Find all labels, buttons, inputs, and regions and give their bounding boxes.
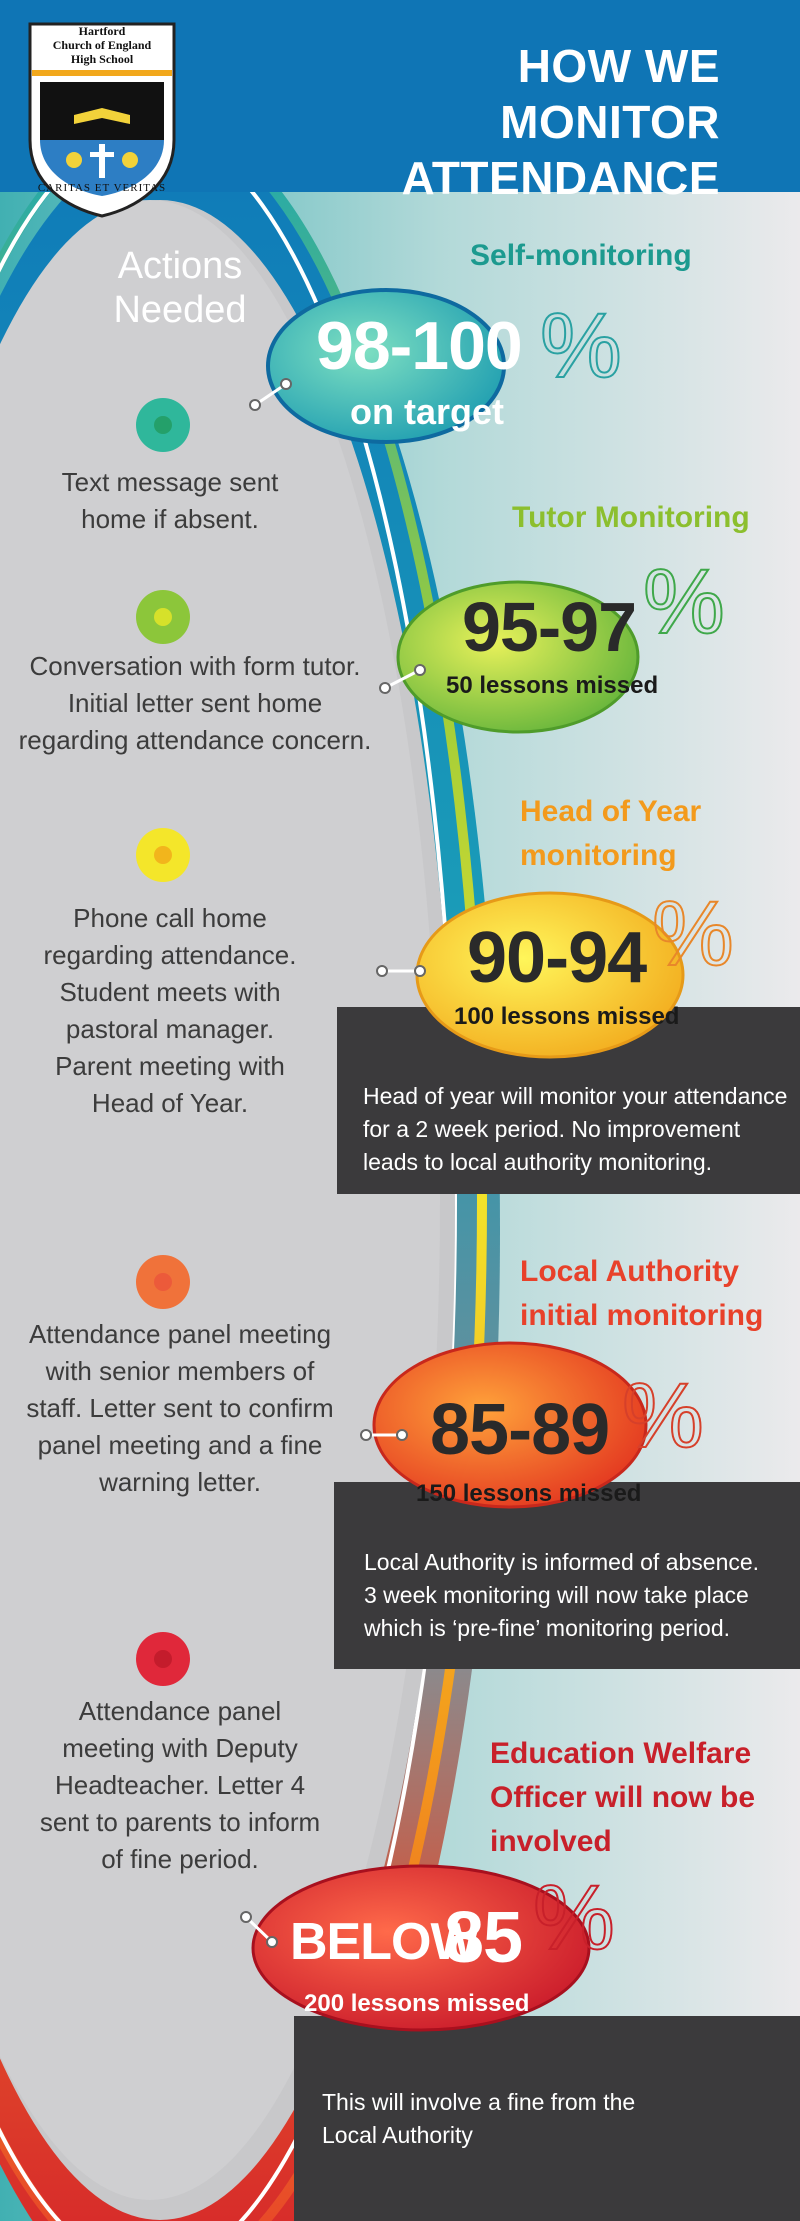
info-box-head-of-year: Head of year will monitor your attendanc…: [337, 1080, 800, 1179]
bubble-range: 98-100: [316, 308, 523, 384]
status-dot-red: [136, 1632, 190, 1686]
action-line: Student meets with: [59, 977, 281, 1007]
action-line: Phone call home: [73, 903, 267, 933]
status-dot-green: [136, 590, 190, 644]
action-line: sent to parents to inform: [39, 1807, 321, 1837]
bubble-range: 85: [444, 1898, 523, 1978]
status-dot-teal: [136, 398, 190, 452]
school-name-line: High School: [70, 52, 134, 66]
info-box-local-authority: Local Authority is informed of absence. …: [334, 1546, 800, 1645]
action-line: with senior members of: [45, 1356, 315, 1386]
status-dot-orange: [136, 1255, 190, 1309]
action-text: Conversation with form tutor. Initial le…: [5, 648, 385, 759]
action-line: Attendance panel: [78, 1696, 282, 1726]
action-line: staff. Letter sent to confirm: [26, 1393, 334, 1423]
actions-heading-line: Actions: [117, 245, 243, 287]
actions-needed-heading: Actions Needed: [80, 244, 280, 332]
action-line: Parent meeting with: [55, 1051, 285, 1081]
bubble-range: 95-97: [462, 588, 637, 666]
bubble-range-word: BELOW: [290, 1913, 480, 1971]
info-line: for a 2 week period. No improvement: [363, 1116, 741, 1142]
school-name-line: Church of England: [52, 38, 152, 52]
action-line: regarding attendance concern.: [18, 725, 372, 755]
level-title-education-welfare: Education Welfare Officer will now be in…: [490, 1732, 755, 1864]
action-line: meeting with Deputy: [62, 1733, 298, 1763]
action-line: Attendance panel meeting: [28, 1319, 332, 1349]
actions-heading-line: Needed: [113, 289, 247, 331]
status-dot-yellow: [136, 828, 190, 882]
level-title-line: initial monitoring: [520, 1299, 764, 1332]
action-line: Initial letter sent home: [67, 688, 323, 718]
action-line: of fine period.: [101, 1844, 259, 1874]
action-line: Text message sent: [61, 467, 279, 497]
bubble-sub: on target: [350, 391, 505, 432]
action-line: regarding attendance.: [43, 940, 297, 970]
action-text: Text message sent home if absent.: [20, 464, 320, 538]
info-line: This will involve a fine from the: [322, 2089, 636, 2115]
school-crest: [28, 22, 176, 218]
action-line: panel meeting and a fine: [37, 1430, 323, 1460]
level-title-head-of-year: Head of Year monitoring: [520, 790, 701, 878]
page-title-line: ATTENDANCE: [401, 152, 720, 204]
school-name-line: Hartford: [78, 24, 126, 38]
school-name: Hartford Church of England High School: [30, 24, 174, 66]
info-line: Local Authority is informed of absence.: [364, 1549, 760, 1575]
percent-sign: %: [621, 1365, 705, 1467]
level-title-local-authority: Local Authority initial monitoring: [520, 1250, 763, 1338]
bubble-sub: 100 lessons missed: [454, 1003, 680, 1030]
bubble-range: 90-94: [467, 918, 647, 998]
page-title-line: HOW WE MONITOR: [500, 40, 720, 148]
page-title: HOW WE MONITOR ATTENDANCE: [300, 38, 720, 206]
info-box-education-welfare: This will involve a fine from the Local …: [294, 2086, 800, 2152]
level-title-tutor-monitoring: Tutor Monitoring: [512, 501, 750, 534]
bubble-sub: 150 lessons missed: [416, 1480, 642, 1507]
bubble-sub: 50 lessons missed: [446, 672, 659, 699]
info-line: Head of year will monitor your attendanc…: [363, 1083, 788, 1109]
level-title-line: Local Authority: [520, 1255, 739, 1288]
action-line: warning letter.: [99, 1467, 261, 1497]
action-line: Conversation with form tutor.: [29, 651, 361, 681]
action-line: pastoral manager.: [65, 1014, 275, 1044]
info-line: which is ‘pre-fine’ monitoring period.: [364, 1615, 731, 1641]
action-line: Headteacher. Letter 4: [54, 1770, 306, 1800]
action-text: Attendance panel meeting with Deputy Hea…: [20, 1693, 340, 1878]
percent-sign: %: [642, 551, 726, 653]
info-line: 3 week monitoring will now take place: [364, 1582, 749, 1608]
bubble-sub: 200 lessons missed: [304, 1990, 530, 2017]
percent-sign: %: [651, 883, 735, 985]
action-line: home if absent.: [81, 504, 259, 534]
action-text: Phone call home regarding attendance. St…: [20, 900, 320, 1122]
school-motto: CARITAS ET VERITAS: [37, 182, 167, 194]
action-text: Attendance panel meeting with senior mem…: [5, 1316, 355, 1501]
info-line: Local Authority: [322, 2122, 473, 2148]
level-title-line: Head of Year: [520, 795, 702, 828]
level-title-line: Officer will now be: [490, 1781, 756, 1814]
level-title-line: involved: [490, 1825, 612, 1858]
action-line: Head of Year.: [91, 1088, 249, 1118]
level-title-line: Education Welfare: [490, 1737, 752, 1770]
percent-sign: %: [532, 1867, 616, 1969]
level-title-self-monitoring: Self-monitoring: [470, 239, 692, 272]
info-line: leads to local authority monitoring.: [363, 1149, 713, 1175]
bubble-range: 85-89: [430, 1390, 610, 1470]
level-title-line: monitoring: [520, 839, 677, 872]
percent-sign: %: [539, 295, 623, 397]
